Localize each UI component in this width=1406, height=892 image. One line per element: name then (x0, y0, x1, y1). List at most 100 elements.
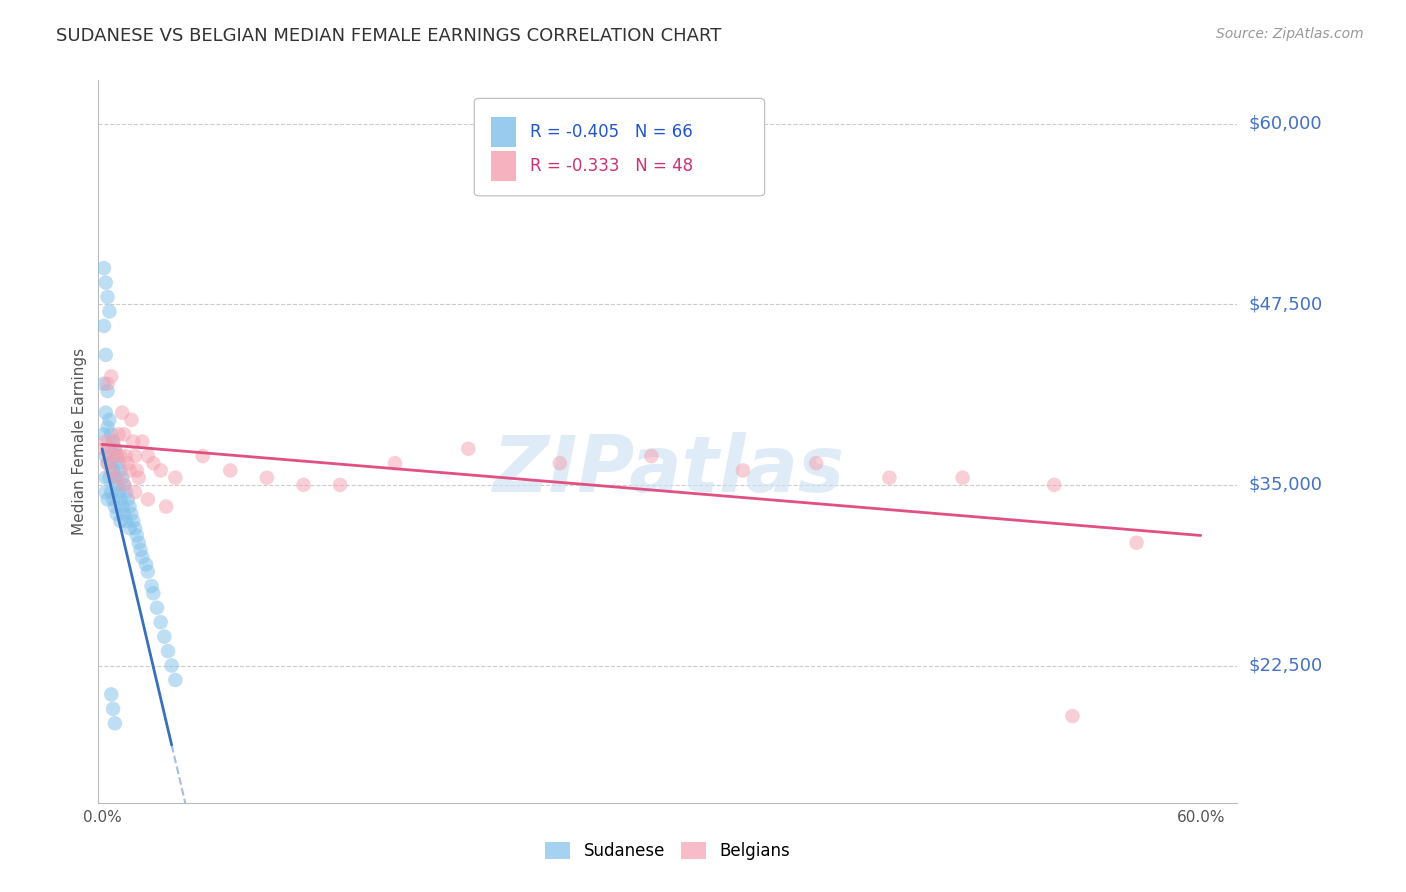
Sudanese (117, 492, 139, 507)
Sudanese (101, 702, 124, 716)
Belgians (104, 442, 127, 456)
Sudanese (124, 521, 146, 535)
Sudanese (100, 456, 122, 470)
Sudanese (98, 413, 121, 427)
Belgians (165, 470, 187, 484)
Text: R = -0.333   N = 48: R = -0.333 N = 48 (530, 157, 693, 175)
Sudanese (94, 276, 117, 290)
Sudanese (136, 565, 159, 579)
Belgians (155, 500, 177, 514)
Sudanese (128, 535, 150, 549)
Sudanese (115, 514, 138, 528)
Belgians (124, 449, 146, 463)
Sudanese (111, 500, 134, 514)
Sudanese (111, 470, 134, 484)
Sudanese (104, 716, 127, 731)
Sudanese (131, 550, 153, 565)
Belgians (804, 456, 827, 470)
Belgians (219, 463, 242, 477)
Belgians (879, 470, 901, 484)
Sudanese (142, 586, 165, 600)
Belgians (640, 449, 662, 463)
Sudanese (110, 492, 132, 507)
Sudanese (97, 384, 120, 398)
Sudanese (101, 492, 124, 507)
Sudanese (98, 304, 121, 318)
Sudanese (105, 478, 128, 492)
Legend: Sudanese, Belgians: Sudanese, Belgians (538, 835, 797, 867)
Sudanese (107, 485, 129, 500)
Belgians (105, 470, 128, 484)
Text: $22,500: $22,500 (1249, 657, 1323, 674)
Belgians (1125, 535, 1147, 549)
Belgians (94, 434, 117, 449)
Sudanese (93, 427, 115, 442)
Sudanese (97, 456, 120, 470)
Sudanese (104, 470, 127, 484)
Sudanese (105, 507, 128, 521)
Sudanese (141, 579, 163, 593)
Sudanese (149, 615, 172, 630)
Belgians (112, 478, 135, 492)
Belgians (110, 449, 132, 463)
Sudanese (100, 427, 122, 442)
Sudanese (129, 542, 152, 557)
Sudanese (156, 644, 179, 658)
Text: $60,000: $60,000 (1249, 115, 1322, 133)
Sudanese (100, 485, 122, 500)
Bar (491, 117, 516, 147)
Sudanese (104, 500, 127, 514)
Belgians (329, 478, 352, 492)
Belgians (93, 442, 115, 456)
FancyBboxPatch shape (474, 98, 765, 196)
Belgians (125, 463, 148, 477)
Sudanese (101, 434, 124, 449)
Sudanese (94, 348, 117, 362)
Belgians (112, 427, 135, 442)
Sudanese (112, 507, 135, 521)
Sudanese (104, 442, 127, 456)
Belgians (115, 449, 138, 463)
Belgians (384, 456, 406, 470)
Sudanese (160, 658, 183, 673)
Sudanese (94, 470, 117, 484)
Text: $35,000: $35,000 (1249, 476, 1323, 494)
Sudanese (93, 261, 115, 276)
Sudanese (112, 478, 135, 492)
Belgians (128, 470, 150, 484)
Belgians (292, 478, 315, 492)
Sudanese (94, 406, 117, 420)
Belgians (105, 449, 128, 463)
Y-axis label: Median Female Earnings: Median Female Earnings (72, 348, 87, 535)
Belgians (97, 456, 120, 470)
Sudanese (110, 463, 132, 477)
Sudanese (101, 463, 124, 477)
Belgians (136, 449, 159, 463)
Sudanese (94, 485, 117, 500)
Sudanese (94, 449, 117, 463)
Bar (491, 151, 516, 181)
Belgians (256, 470, 278, 484)
Belgians (98, 449, 121, 463)
Belgians (1043, 478, 1066, 492)
Sudanese (153, 630, 176, 644)
Sudanese (105, 449, 128, 463)
Sudanese (97, 492, 120, 507)
Belgians (117, 456, 139, 470)
Sudanese (97, 420, 120, 434)
Sudanese (115, 485, 138, 500)
Belgians (120, 413, 142, 427)
Belgians (952, 470, 974, 484)
Text: $47,500: $47,500 (1249, 295, 1323, 313)
Sudanese (97, 290, 120, 304)
Sudanese (120, 507, 142, 521)
Sudanese (125, 528, 148, 542)
Sudanese (146, 600, 169, 615)
Belgians (101, 434, 124, 449)
Belgians (191, 449, 214, 463)
Sudanese (165, 673, 187, 687)
Sudanese (98, 470, 121, 484)
Belgians (111, 406, 134, 420)
Sudanese (100, 687, 122, 701)
Belgians (149, 463, 172, 477)
